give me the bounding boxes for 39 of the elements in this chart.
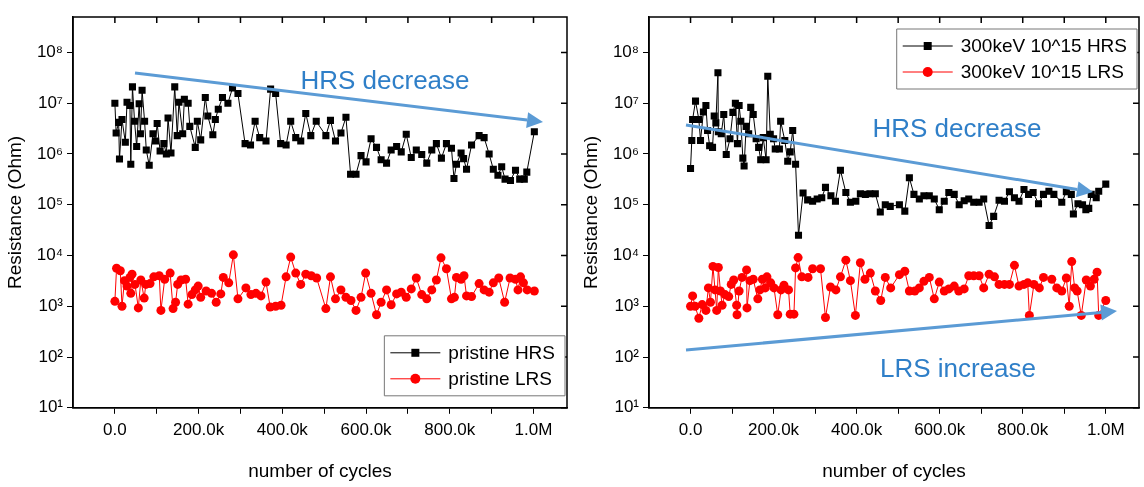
x-tick-label: 400.0k — [256, 419, 309, 439]
x-tick-label: 400.0k — [831, 419, 883, 439]
y-tick-label: 10¹ — [38, 397, 64, 417]
y-tick-label: 10⁸ — [612, 42, 640, 62]
legend-label: 300keV 10^15 LRS — [960, 61, 1124, 83]
y-tick-label: 10⁴ — [612, 245, 640, 265]
y-tick-label: 10² — [38, 346, 64, 366]
x-tick-label: 1.0M — [514, 419, 553, 439]
y-tick-label: 10⁷ — [37, 92, 64, 112]
legend-label: pristine HRS — [448, 342, 556, 364]
legend-label: 300keV 10^15 HRS — [960, 35, 1127, 57]
annotation: HRS decrease — [872, 112, 1042, 144]
annotation: LRS increase — [879, 352, 1037, 384]
x-axis-title: number of cycles — [822, 459, 966, 481]
y-tick-label: 10⁸ — [36, 42, 64, 62]
x-tick-label: 200.0k — [173, 419, 225, 439]
y-axis-title: Resistance (Ohm) — [579, 135, 601, 289]
y-tick-label: 10² — [614, 346, 640, 366]
y-tick-label: 10⁶ — [37, 143, 64, 163]
x-tick-label: 0.0 — [678, 419, 703, 439]
x-tick-label: 800.0k — [997, 419, 1049, 439]
y-tick-label: 10¹ — [614, 397, 640, 417]
y-tick-label: 10⁴ — [36, 245, 64, 265]
x-tick-label: 1.0M — [1086, 419, 1125, 439]
x-tick-label: 800.0k — [424, 419, 476, 439]
x-tick-label: 600.0k — [914, 419, 966, 439]
y-tick-label: 10³ — [38, 295, 64, 315]
x-tick-label: 0.0 — [103, 419, 127, 439]
y-tick-label: 10⁵ — [613, 194, 640, 214]
legend-label: pristine LRS — [448, 368, 552, 390]
y-axis-title: Resistance (Ohm) — [3, 135, 25, 289]
y-tick-label: 10⁷ — [613, 92, 640, 112]
y-tick-label: 10³ — [614, 295, 640, 315]
annotation: HRS decrease — [300, 64, 470, 96]
x-axis-title: number of cycles — [248, 459, 392, 481]
x-tick-label: 200.0k — [748, 419, 800, 439]
x-tick-label: 600.0k — [340, 419, 393, 439]
y-tick-label: 10⁵ — [37, 194, 64, 214]
y-tick-label: 10⁶ — [613, 143, 640, 163]
